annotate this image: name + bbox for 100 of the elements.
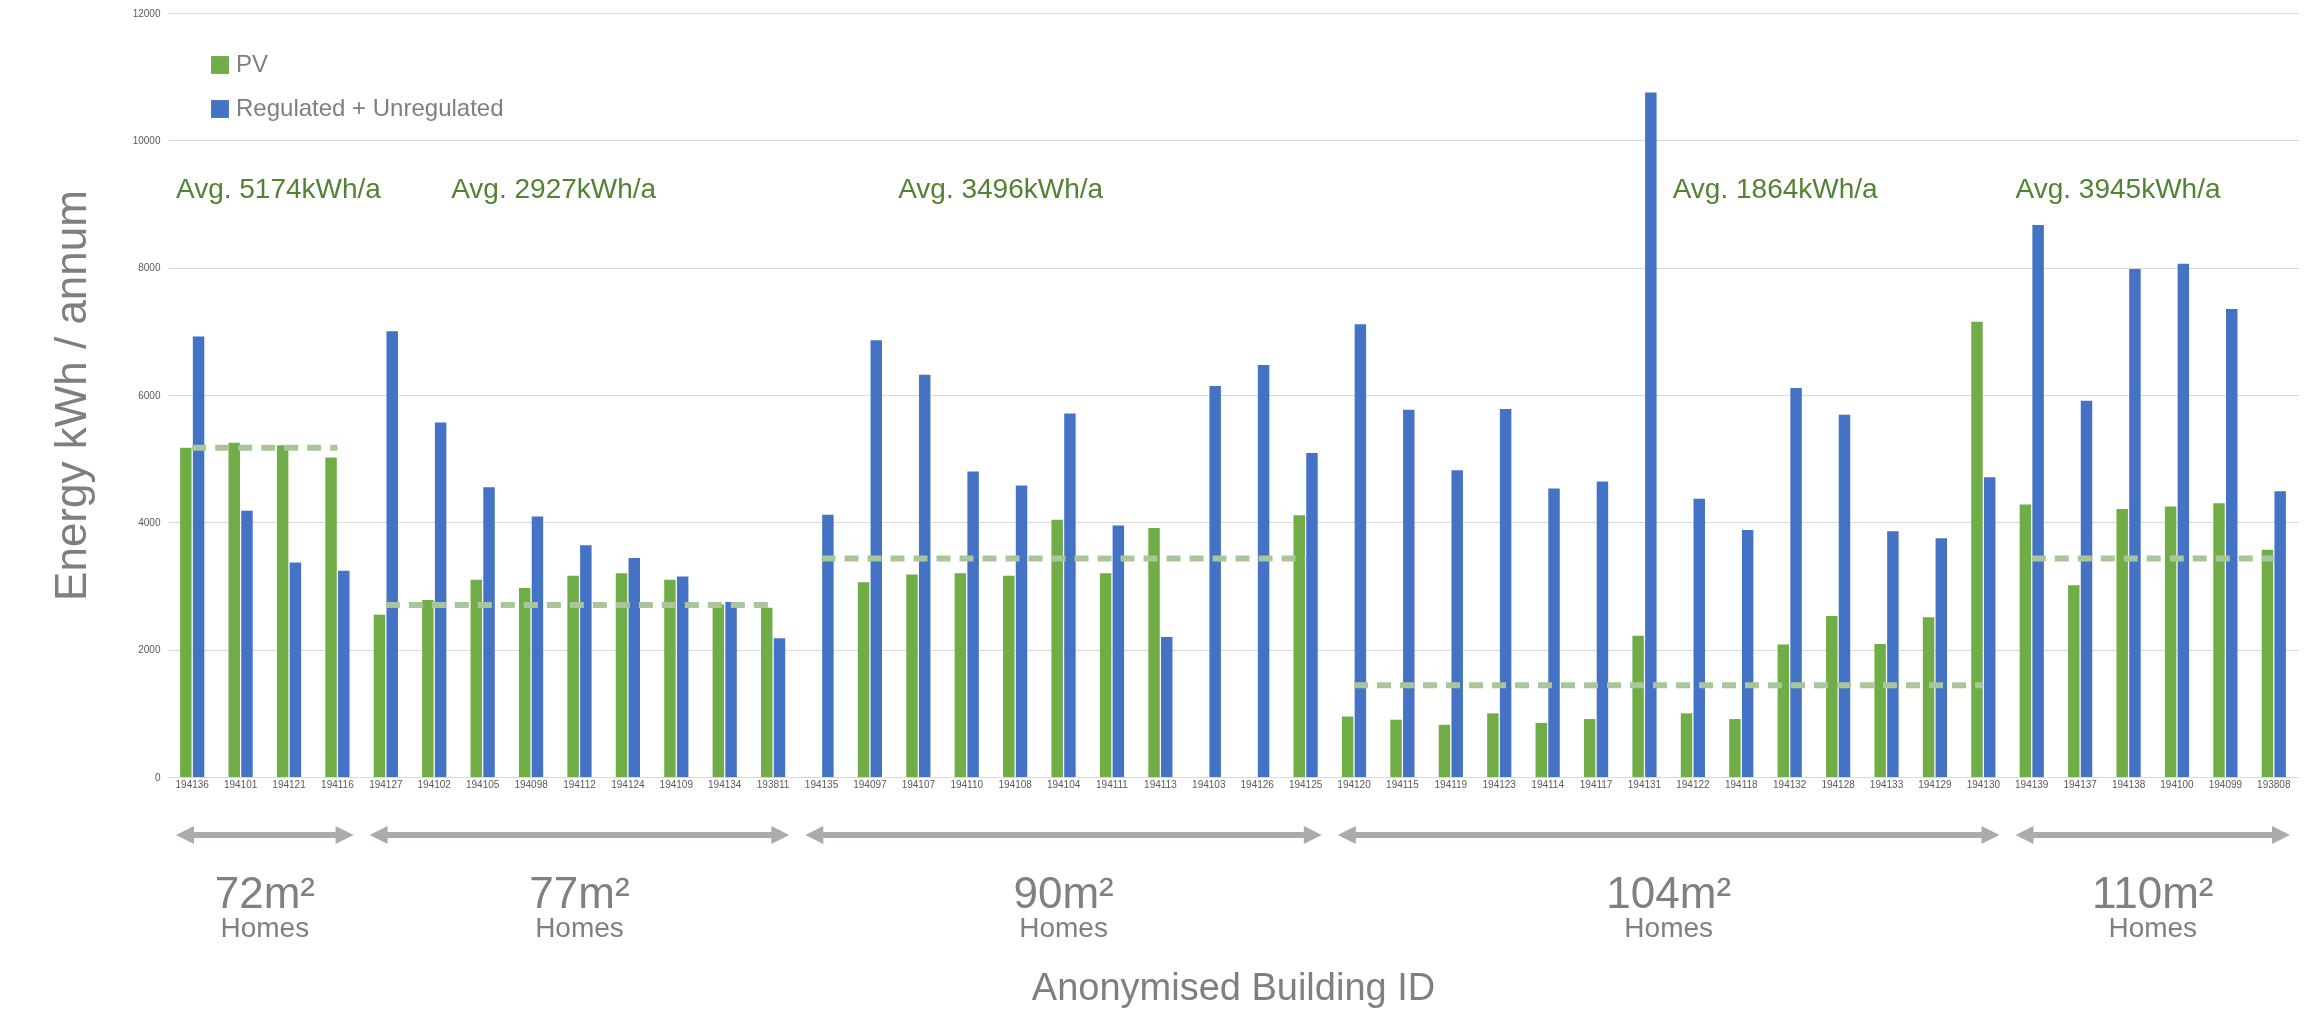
x-tick-label: 194103 (1192, 778, 1226, 790)
bar (2080, 400, 2093, 777)
bar (2068, 585, 2080, 777)
bar (1099, 573, 1112, 777)
bar (2032, 225, 2044, 777)
x-tick-label: 194131 (1627, 778, 1662, 790)
x-tick-label: 193811 (756, 778, 790, 790)
bar (2226, 309, 2238, 777)
y-tick-label: 6000 (138, 389, 161, 401)
bar (761, 607, 773, 777)
bar (1680, 713, 1693, 777)
bar (1983, 477, 1996, 777)
bar (773, 638, 786, 777)
x-tick-label: 194100 (2160, 778, 2195, 790)
bar (954, 573, 967, 777)
bar (2274, 491, 2286, 777)
x-tick-label: 194139 (2015, 778, 2049, 790)
annotation: Avg. 3945kWh/a (2015, 173, 2221, 204)
bar (1257, 365, 1270, 777)
bar (1922, 617, 1935, 777)
x-tick-label: 194113 (1144, 778, 1178, 790)
annotation: Avg. 1864kWh/a (1672, 173, 1879, 204)
bar (1209, 386, 1221, 777)
x-tick-label: 194125 (1288, 778, 1323, 790)
bar (1051, 519, 1063, 777)
text: 72m² Homes (214, 868, 315, 943)
y-tick-label: 12000 (132, 7, 161, 19)
x-tick-label: 194097 (853, 778, 888, 790)
bar (676, 576, 689, 777)
x-tick-label: 194107 (901, 778, 936, 790)
x-tick-label: 193808 (2257, 778, 2291, 790)
x-tick-label: 194111 (1096, 778, 1129, 790)
x-tick-label: 194124 (611, 778, 646, 790)
bar (1596, 481, 1609, 777)
bar (2129, 268, 2141, 777)
bar (906, 574, 918, 777)
bar (1971, 321, 1983, 777)
bar (822, 514, 834, 777)
bar (373, 614, 386, 777)
x-tick-label: 194108 (998, 778, 1033, 790)
bar (228, 442, 240, 777)
bar (1838, 414, 1851, 777)
x-tick-label: 194118 (1724, 778, 1759, 790)
bar (1777, 644, 1790, 777)
bar (1015, 485, 1028, 777)
bar (1874, 643, 1886, 777)
x-tick-label: 194129 (1918, 778, 1953, 790)
bar (483, 487, 495, 777)
x-tick-label: 194132 (1773, 778, 1807, 790)
x-tick-label: 194110 (950, 778, 984, 790)
x-tick-label: 194098 (514, 778, 549, 790)
bar (725, 601, 737, 777)
bar (1003, 575, 1015, 777)
legend-label: PV (236, 50, 269, 77)
x-tick-label: 194135 (804, 778, 839, 790)
x-tick-label: 194121 (272, 778, 307, 790)
bar (580, 545, 592, 777)
y-tick-label: 0 (154, 771, 161, 783)
x-axis-title: Anonymised Building ID (1031, 965, 1436, 1008)
x-tick-label: 194127 (369, 778, 403, 790)
x-tick-label: 194123 (1482, 778, 1517, 790)
x-tick-label: 194126 (1240, 778, 1275, 790)
bar (1583, 719, 1596, 777)
x-tick-label: 194105 (465, 778, 500, 790)
x-tick-label: 194112 (563, 778, 597, 790)
legend-label: Regulated + Unregulated (236, 94, 504, 121)
bar (192, 336, 205, 777)
bar (2213, 503, 2225, 777)
y-tick-label: 4000 (138, 516, 161, 528)
bar (1693, 498, 1705, 777)
bar (1741, 529, 1754, 777)
bar (1403, 409, 1415, 777)
bar (628, 557, 640, 777)
bar (422, 600, 434, 777)
bar (325, 457, 337, 777)
x-tick-label: 194117 (1579, 778, 1613, 790)
bar (1390, 719, 1402, 777)
x-tick-label: 194137 (2063, 778, 2098, 790)
x-tick-label: 194120 (1337, 778, 1372, 790)
bar (1645, 92, 1657, 777)
bar (1548, 488, 1560, 777)
bar (2019, 504, 2032, 777)
x-tick-label: 194133 (1869, 778, 1904, 790)
bar (1887, 531, 1899, 777)
x-tick-label: 194134 (708, 778, 742, 790)
bar (338, 570, 350, 777)
bar (470, 579, 483, 777)
annotation: Avg. 5174kWh/a (176, 173, 382, 204)
bar (1826, 615, 1838, 777)
bar (567, 575, 579, 777)
bar (1341, 716, 1354, 777)
bar (1293, 515, 1305, 777)
x-tick-label: 194119 (1434, 778, 1468, 790)
x-tick-label: 194115 (1386, 778, 1420, 790)
y-tick-label: 8000 (138, 262, 161, 274)
bar (870, 340, 883, 777)
text: 77m² Homes (529, 868, 630, 943)
bar (712, 604, 725, 777)
bar (615, 573, 628, 777)
x-tick-label: 194122 (1676, 778, 1711, 790)
